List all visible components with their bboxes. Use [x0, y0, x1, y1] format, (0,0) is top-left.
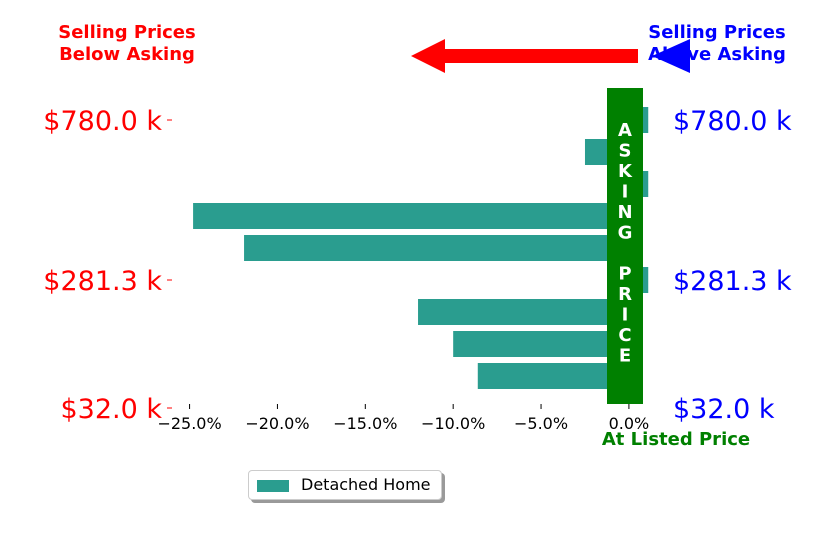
right-price-label: $281.3 k [673, 266, 792, 297]
x-tick-label: −25.0% [157, 414, 221, 433]
below-asking-title-line1: Selling Prices [58, 22, 195, 43]
bar [453, 331, 629, 357]
right-arrow-icon [652, 39, 690, 73]
asking-price-band [607, 88, 643, 404]
right-price-label: $780.0 k [673, 106, 792, 137]
above-asking-title-line1: Selling Prices [648, 22, 785, 43]
at-listed-price-label: At Listed Price [602, 429, 750, 450]
above-asking-title-line2: Above Asking [648, 44, 786, 65]
bar [244, 235, 629, 261]
band-letter: E [619, 346, 631, 367]
x-tick-label: −10.0% [421, 414, 485, 433]
left-price-label: $281.3 k [43, 266, 162, 297]
left-arrow-icon [411, 39, 638, 73]
bar [193, 203, 629, 229]
band-letter: R [618, 284, 632, 305]
band-letter: N [617, 202, 632, 223]
x-tick-label: −20.0% [245, 414, 309, 433]
band-letter: A [618, 120, 632, 141]
right-axis-labels: $780.0 k $281.3 k $32.0 k [673, 106, 792, 425]
x-tick-label: 0.0% [609, 414, 650, 433]
legend-swatch [257, 480, 289, 492]
bar [477, 363, 629, 389]
left-price-label: $32.0 k [60, 394, 162, 425]
x-axis: −25.0% −20.0% −15.0% −10.0% −5.0% 0.0% [157, 404, 649, 433]
band-letter: I [622, 182, 629, 203]
band-letter: K [618, 161, 633, 182]
legend: Detached Home [248, 470, 442, 500]
band-letter: P [618, 264, 631, 285]
legend-label: Detached Home [301, 475, 431, 494]
band-letter: S [619, 141, 632, 162]
below-asking-title-line2: Below Asking [59, 44, 195, 65]
right-price-label: $32.0 k [673, 394, 775, 425]
left-axis-labels: $780.0 k $281.3 k $32.0 k [43, 106, 172, 425]
x-tick-label: −15.0% [333, 414, 397, 433]
bars-layer [193, 107, 649, 389]
bar [418, 299, 629, 325]
band-letter: G [618, 223, 633, 244]
band-letter: I [622, 305, 629, 326]
band-letter: C [618, 325, 631, 346]
x-tick-label: −5.0% [514, 414, 568, 433]
left-price-label: $780.0 k [43, 106, 162, 137]
